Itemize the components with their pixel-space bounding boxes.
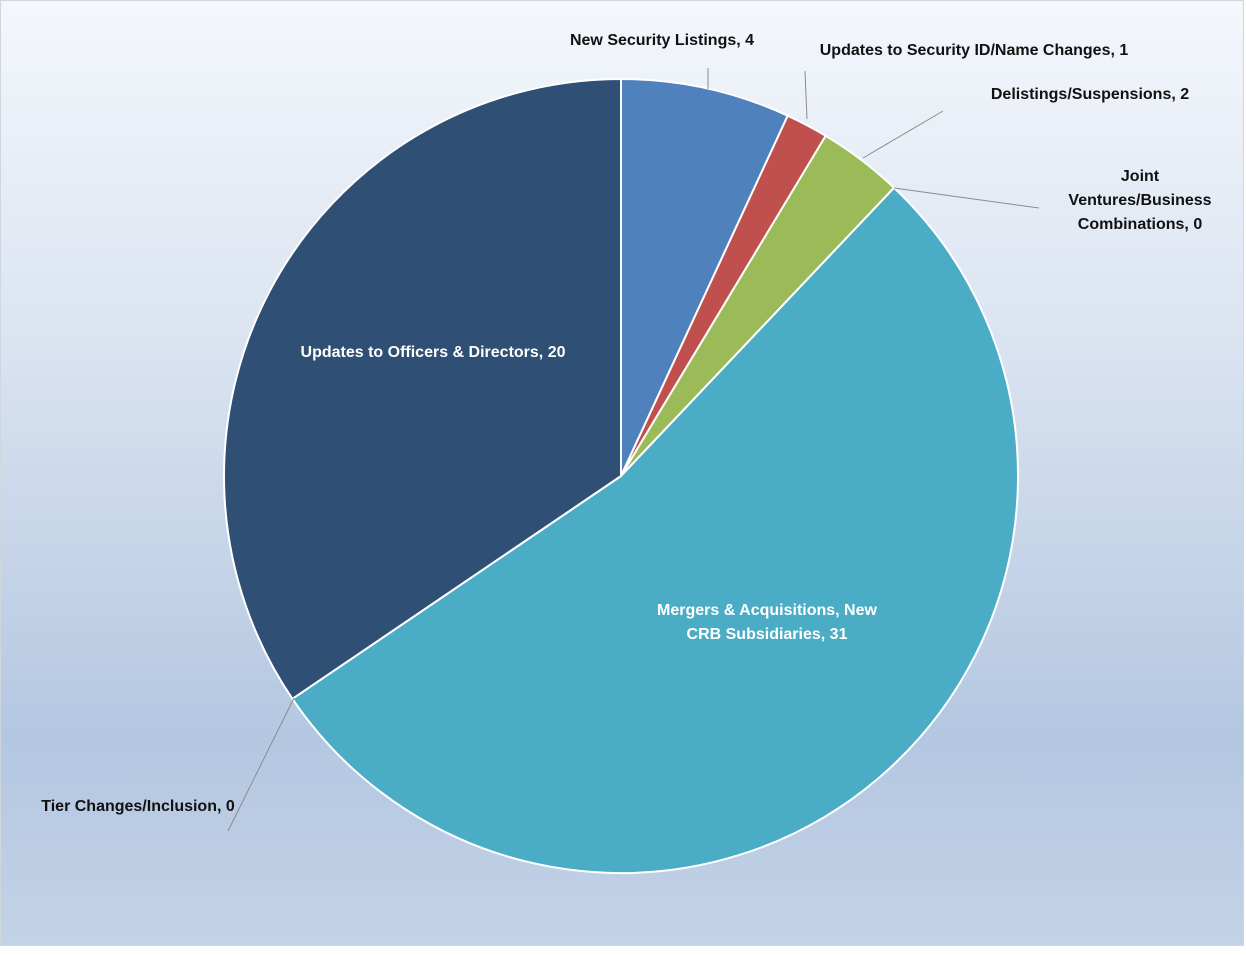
leader-line-joint-ventures-business-combinations	[893, 187, 1040, 209]
pie-slice-new-security-listings[interactable]	[620, 77, 790, 477]
data-label-mergers-acquisitions-new-crb-subsidiaries: Mergers & Acquisitions, New CRB Subsidiar…	[657, 602, 877, 643]
leader-line-tier-changes-inclusion	[227, 697, 295, 832]
leader-line-updates-to-security-id-name-changes	[804, 70, 808, 120]
pie-slice-updates-to-officers-directors[interactable]	[223, 77, 622, 701]
leader-line-delistings-suspensions	[862, 110, 944, 159]
data-label-updates-to-officers-directors: Updates to Officers & Directors, 20	[301, 344, 566, 361]
data-label-tier-changes-inclusion: Tier Changes/Inclusion, 0	[41, 798, 235, 815]
data-label-new-security-listings: New Security Listings, 4	[570, 32, 754, 49]
data-label-updates-to-security-id-name-changes: Updates to Security ID/Name Changes, 1	[820, 42, 1129, 59]
data-label-delistings-suspensions: Delistings/Suspensions, 2	[991, 86, 1189, 103]
data-label-joint-ventures-business-combinations: Joint Ventures/Business Combinations, 0	[1068, 168, 1211, 233]
pie-slice-mergers-acquisitions-new-crb-subsidiaries[interactable]	[291, 186, 1019, 874]
